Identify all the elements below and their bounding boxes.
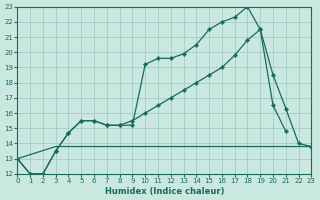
X-axis label: Humidex (Indice chaleur): Humidex (Indice chaleur)	[105, 187, 224, 196]
